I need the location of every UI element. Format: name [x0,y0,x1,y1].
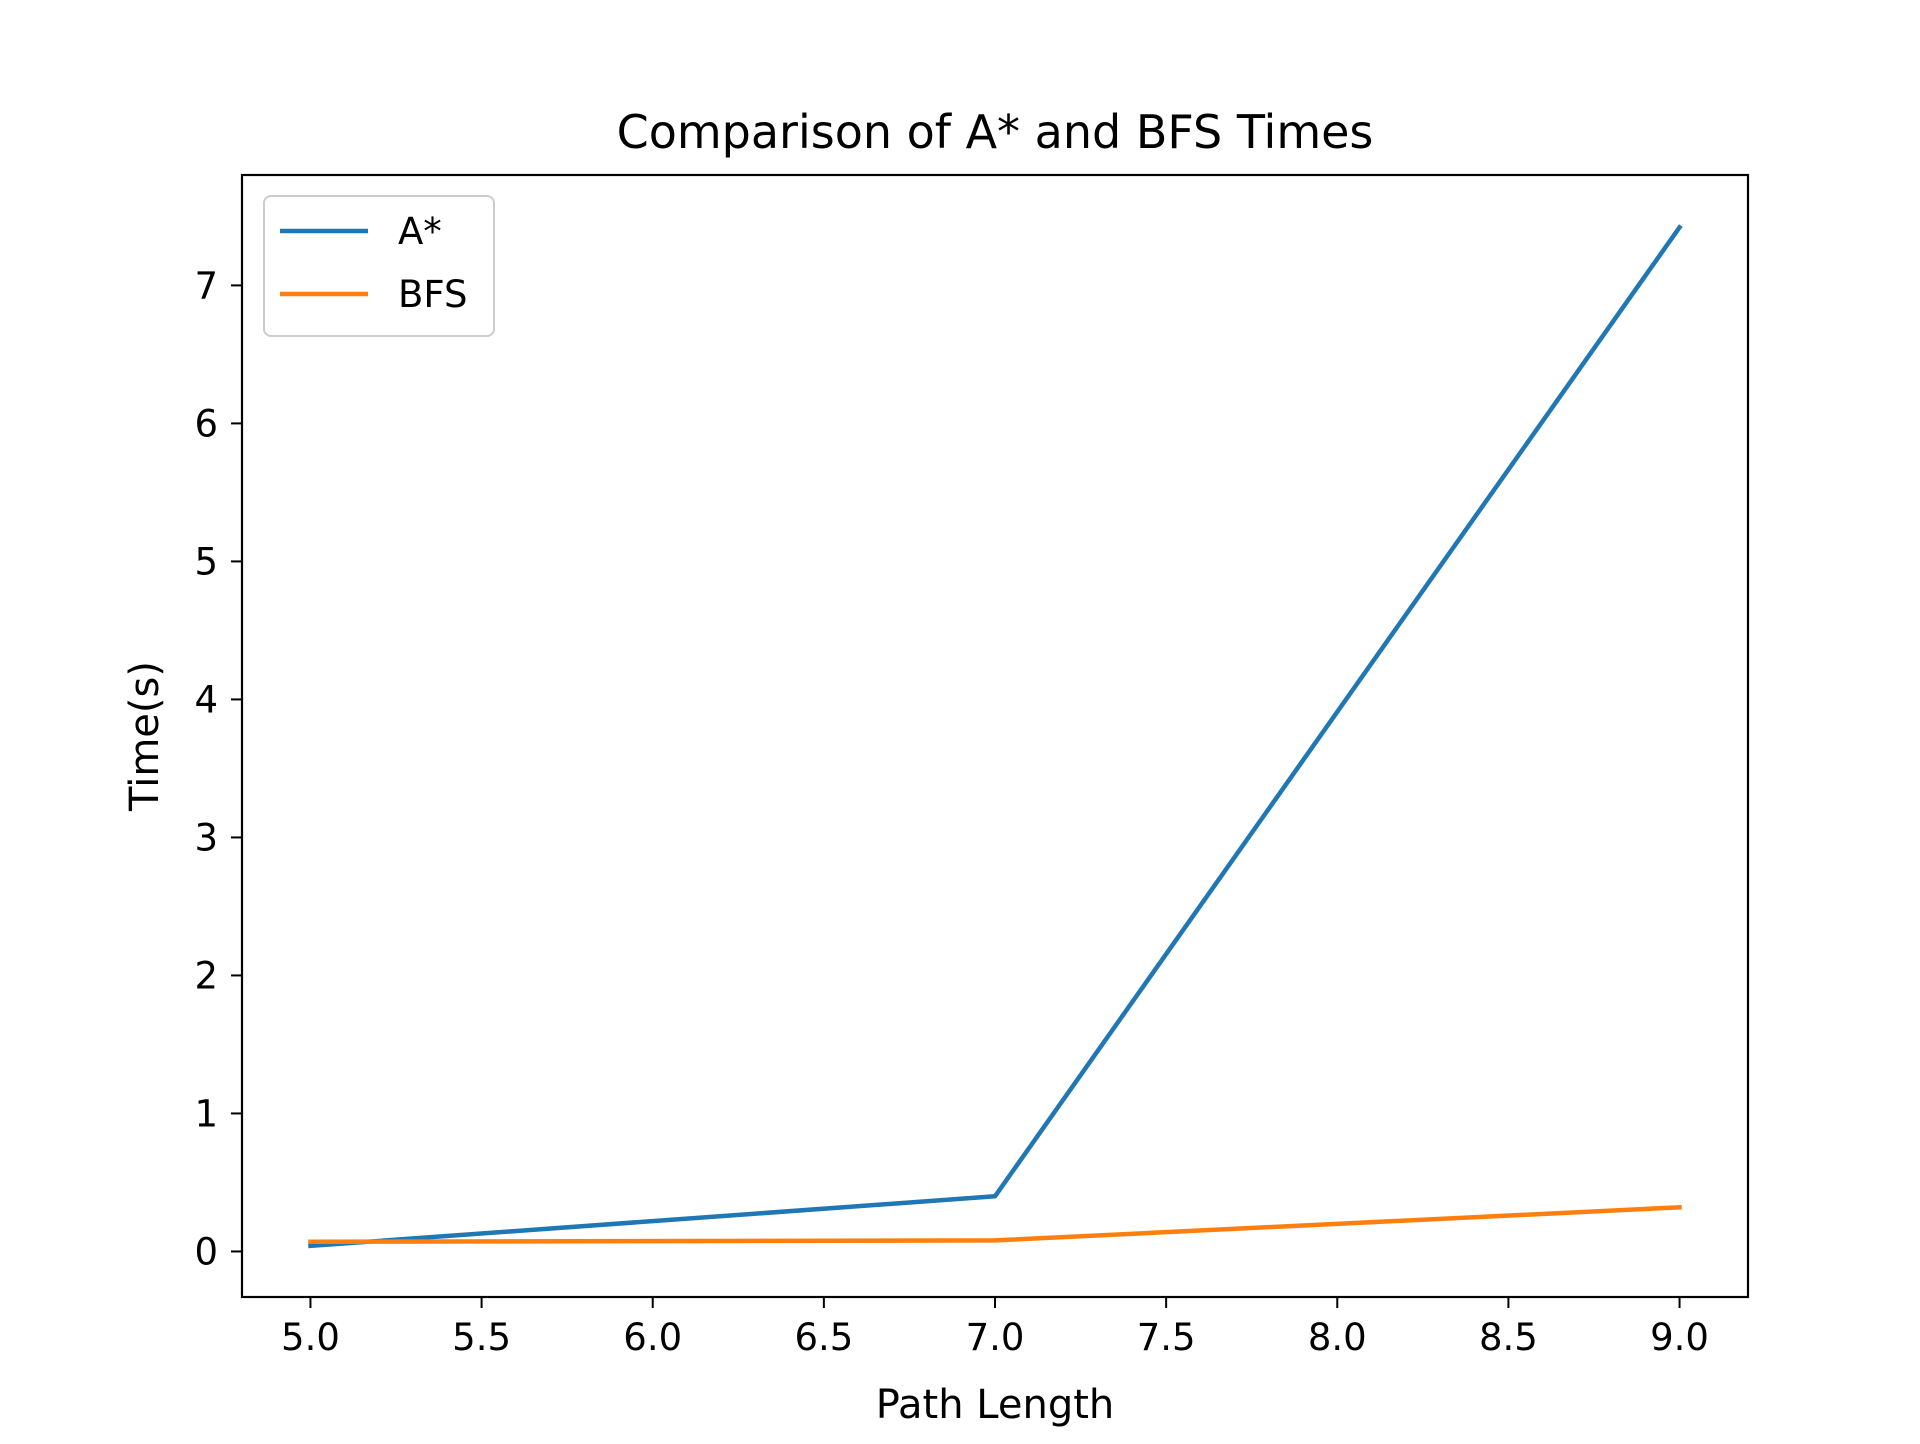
x-tick-label: 5.0 [281,1316,340,1359]
x-tick-label: 6.5 [794,1316,853,1359]
legend-label-bfs: BFS [398,273,468,316]
x-tick-label: 7.0 [966,1316,1025,1359]
series-line-bfs [308,1204,1682,1245]
y-tick-label: 2 [194,954,218,997]
y-tick-label: 0 [194,1230,218,1273]
x-tick-label: 9.0 [1650,1316,1709,1359]
x-tick-label: 6.0 [623,1316,682,1359]
x-axis-label: Path Length [876,1382,1115,1428]
x-tick-label: 7.5 [1137,1316,1196,1359]
y-tick-label: 1 [194,1092,218,1135]
series-line-a-star [308,224,1683,1249]
y-tick-label: 7 [194,264,218,307]
x-tick-label: 8.5 [1479,1316,1538,1359]
y-tick-label: 6 [194,402,218,445]
legend: A* BFS [263,195,495,337]
chart-title: Comparison of A* and BFS Times [617,105,1374,159]
plot-lines [308,224,1683,1249]
y-axis-ticks: 0 1 2 3 4 5 6 7 [194,264,242,1273]
x-tick-label: 8.0 [1308,1316,1367,1359]
y-tick-label: 5 [194,540,218,583]
y-tick-label: 4 [194,678,218,721]
legend-label-a-star: A* [398,210,442,253]
x-tick-label: 5.5 [452,1316,511,1359]
x-axis-ticks: 5.0 5.5 6.0 6.5 7.0 7.5 8.0 8.5 9.0 [281,1297,1709,1359]
y-tick-label: 3 [194,816,218,859]
y-axis-label: Time(s) [122,661,168,812]
